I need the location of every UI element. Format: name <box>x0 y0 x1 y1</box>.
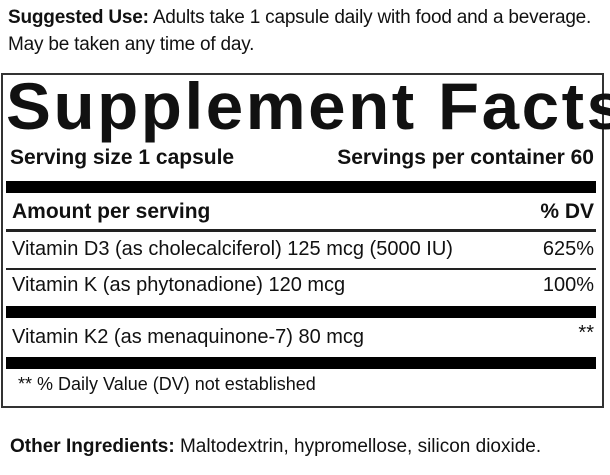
footnote: ** % Daily Value (DV) not established <box>18 374 316 394</box>
servings-per-container: Servings per container 60 <box>337 146 594 169</box>
amount-header: Amount per serving <box>12 200 211 223</box>
divider <box>6 229 596 232</box>
suggested-use-label: Suggested Use: <box>8 7 149 28</box>
suggested-use: Suggested Use: Adults take 1 capsule dai… <box>8 4 598 58</box>
nutrient-dv: ** <box>578 322 594 344</box>
nutrient-name: Vitamin K (as phytonadione) 120 mcg <box>12 274 346 296</box>
other-ingredients: Other Ingredients: Maltodextrin, hyprome… <box>10 436 541 458</box>
nutrient-dv: 625% <box>542 238 594 260</box>
dv-header: % DV <box>540 200 594 223</box>
nutrient-dv: 100% <box>542 274 594 296</box>
other-ingredients-text: Maltodextrin, hypromellose, silicon diox… <box>179 436 542 457</box>
thick-divider <box>6 357 596 369</box>
serving-size: Serving size 1 capsule <box>10 146 235 169</box>
thick-divider <box>6 306 596 318</box>
nutrient-name: Vitamin D3 (as cholecalciferol) 125 mcg … <box>12 238 453 260</box>
supplement-facts-panel <box>1 73 604 408</box>
thick-divider <box>6 181 596 193</box>
other-ingredients-label: Other Ingredients: <box>10 436 175 457</box>
nutrient-name: Vitamin K2 (as menaquinone-7) 80 mcg <box>12 326 365 348</box>
suggested-use-text: Adults take 1 capsule daily with food an… <box>8 7 592 55</box>
divider <box>6 268 596 270</box>
panel-title: Supplement Facts <box>6 69 610 143</box>
